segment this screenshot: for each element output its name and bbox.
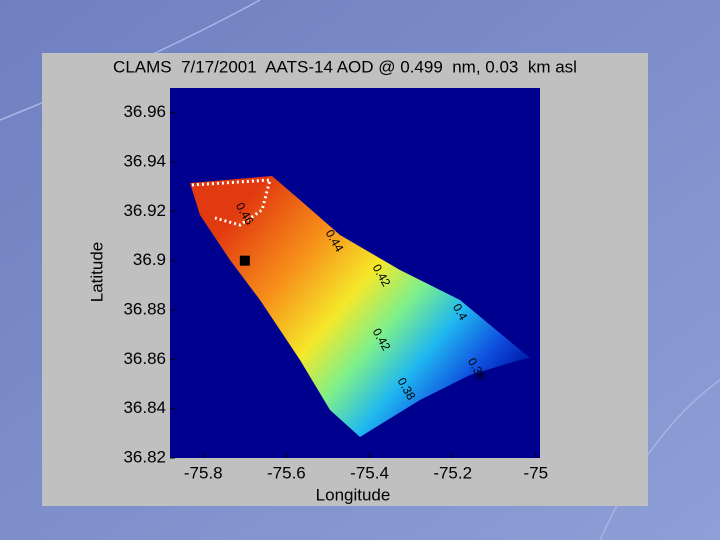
- y-tick-label: 36.82: [123, 447, 166, 466]
- y-tick-label: 36.9: [133, 250, 166, 269]
- chart-title: CLAMS 7/17/2001 AATS-14 AOD @ 0.499 nm, …: [113, 57, 577, 76]
- y-tick-label: 36.84: [123, 398, 166, 417]
- x-tick-label: -75.6: [267, 463, 306, 482]
- x-tick-label: -75.4: [350, 463, 389, 482]
- x-axis-label: Longitude: [316, 485, 391, 504]
- y-tick-label: 36.88: [123, 299, 166, 318]
- y-tick-label: 36.92: [123, 201, 166, 220]
- x-tick-label: -75.2: [433, 463, 472, 482]
- site-marker: [239, 255, 250, 266]
- y-tick-label: 36.96: [123, 102, 166, 121]
- y-tick-label: 36.94: [123, 151, 166, 170]
- y-tick-label: 36.86: [123, 349, 166, 368]
- contour-field: [190, 176, 530, 437]
- y-axis-label: Latitude: [87, 242, 106, 303]
- x-tick-label: -75: [524, 463, 549, 482]
- x-tick-label: -75.8: [184, 463, 223, 482]
